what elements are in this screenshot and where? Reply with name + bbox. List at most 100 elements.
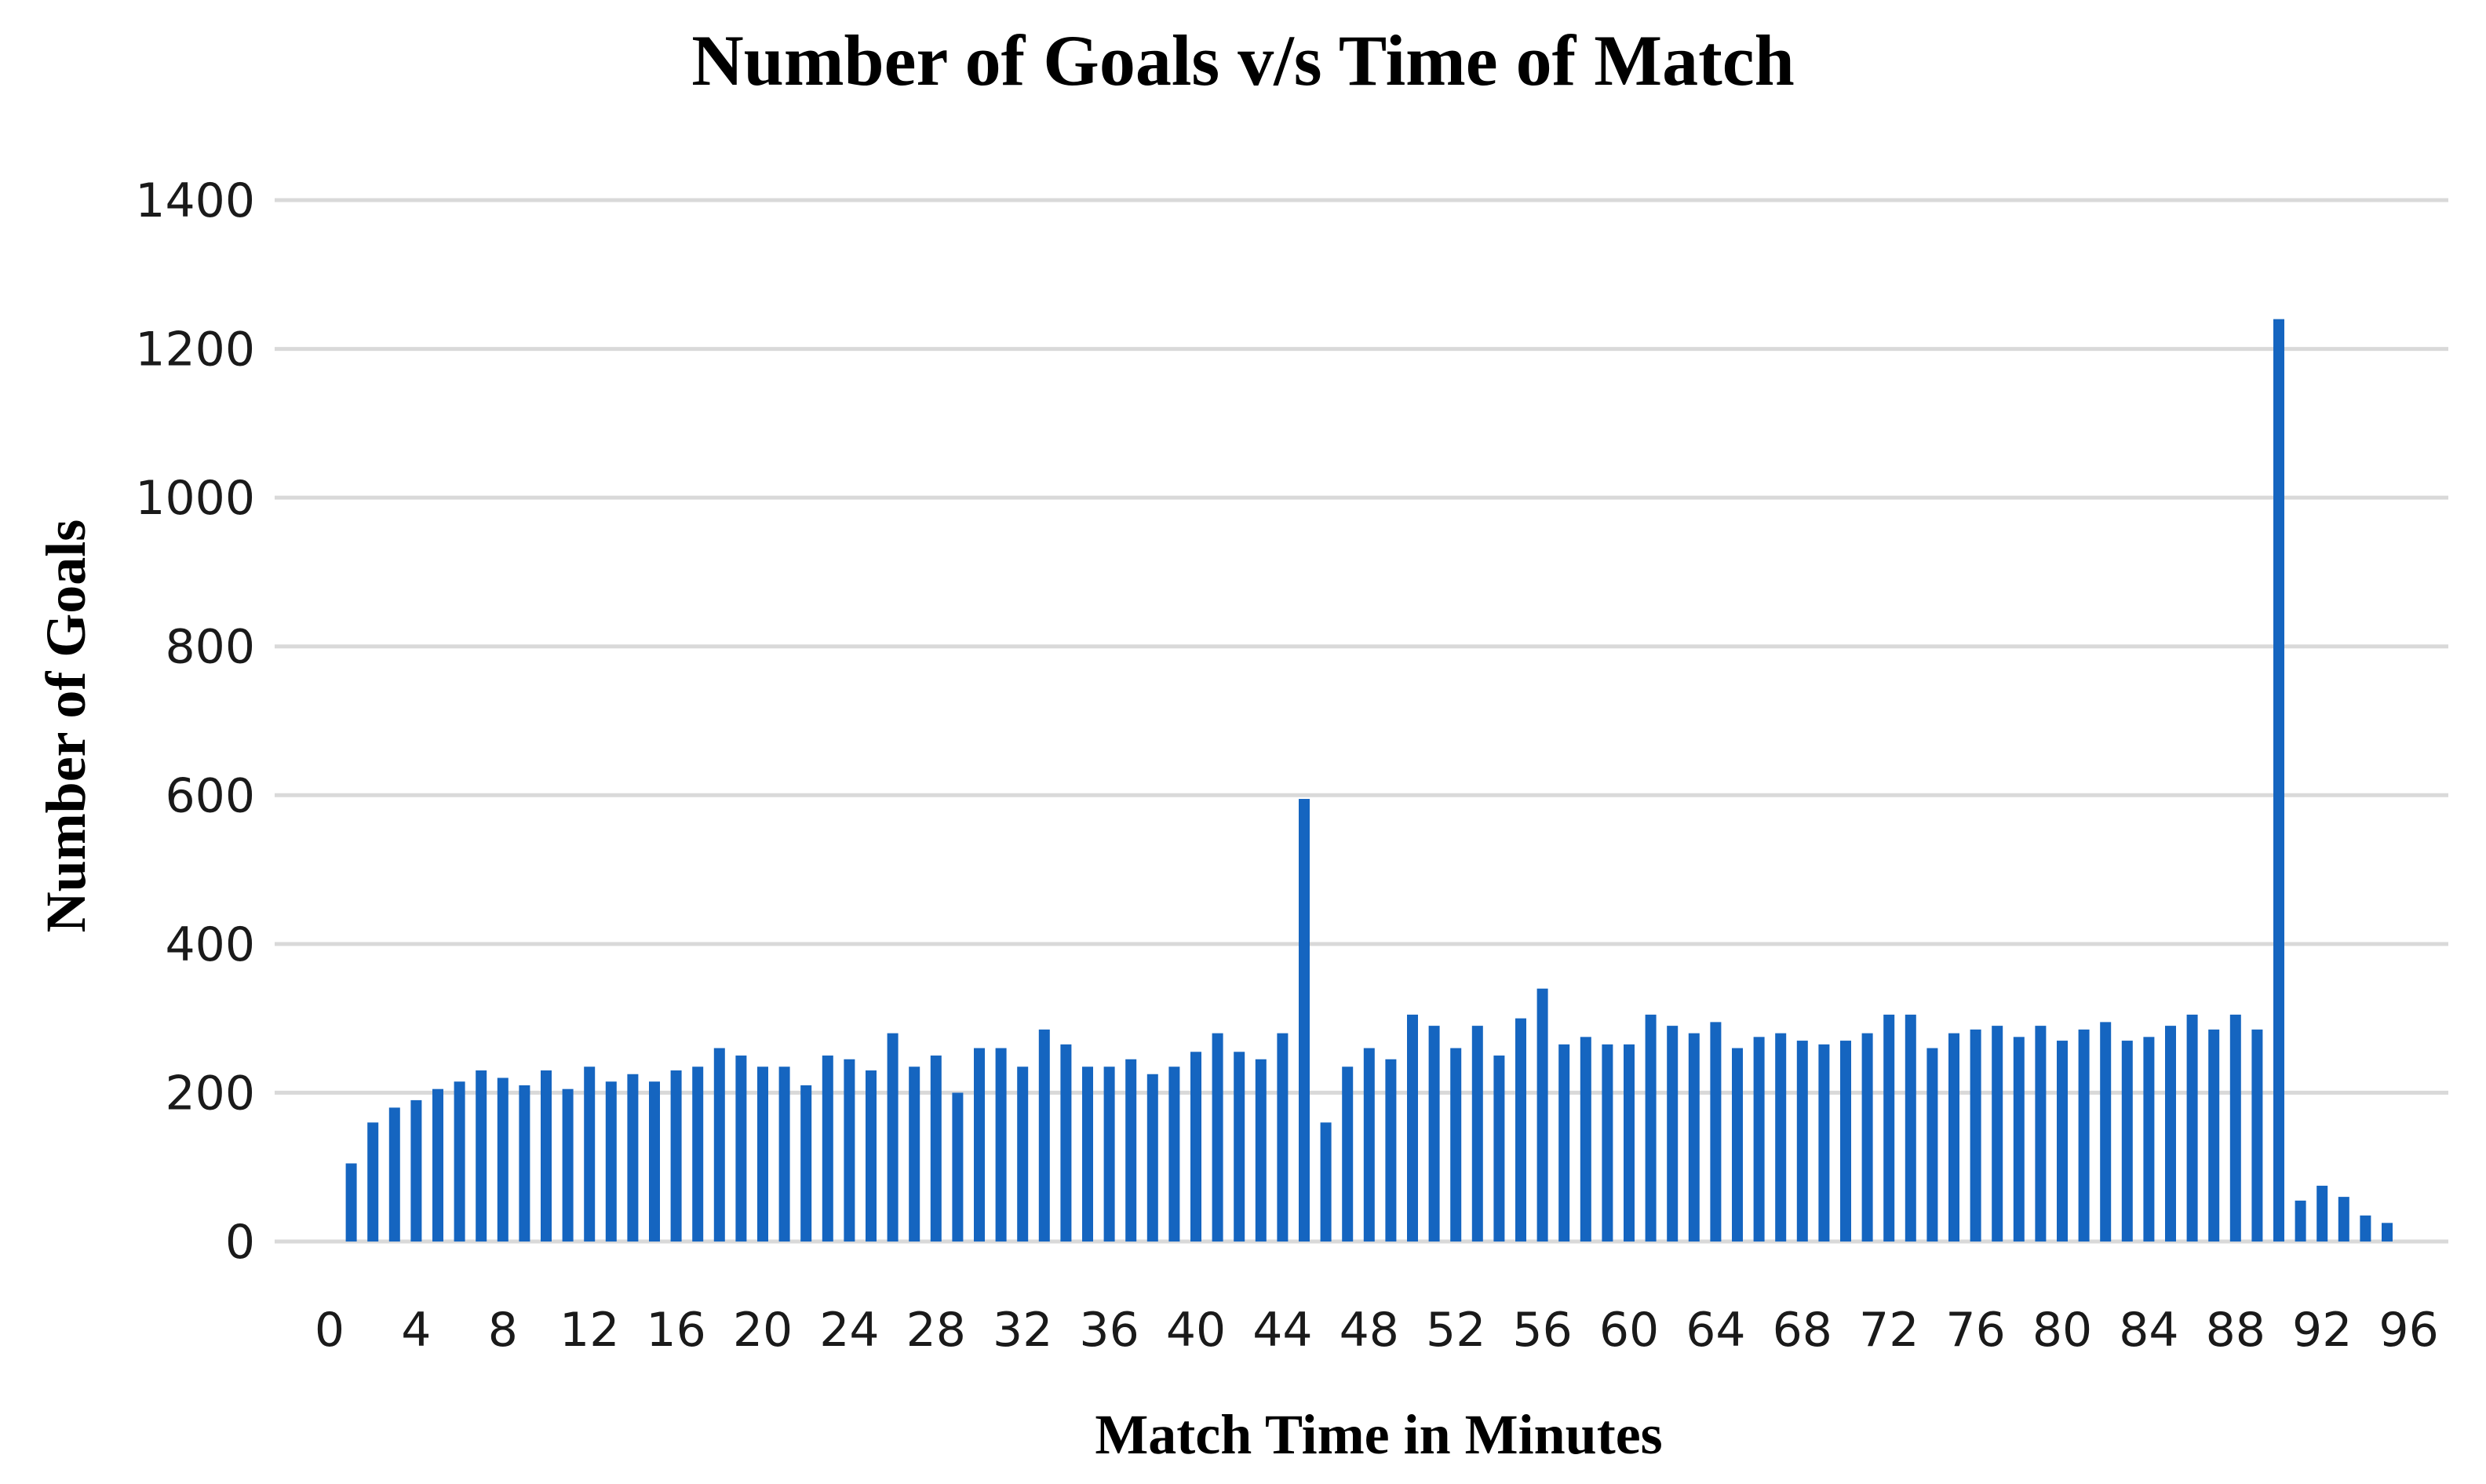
bar-minute-9 <box>519 1085 530 1242</box>
bar-minute-89 <box>2251 1029 2263 1242</box>
bar-minute-3 <box>388 1107 400 1242</box>
bar-minute-74 <box>1926 1048 1938 1242</box>
bar-minute-60 <box>1624 1044 1635 1242</box>
bar-minute-54 <box>1493 1056 1505 1242</box>
bar-minute-5 <box>432 1088 443 1242</box>
bar-minute-44 <box>1277 1033 1289 1242</box>
bar-minute-4 <box>410 1099 422 1242</box>
bar-minute-46 <box>1320 1122 1332 1242</box>
bar-minute-56 <box>1536 988 1548 1242</box>
bar-minute-80 <box>2057 1041 2068 1242</box>
x-tick-label: 88 <box>2206 1303 2265 1358</box>
bar-minute-34 <box>1060 1044 1072 1242</box>
bar-minute-10 <box>541 1070 552 1242</box>
bar-minute-45 <box>1299 799 1310 1242</box>
bar-minute-12 <box>584 1067 596 1242</box>
bar-minute-52 <box>1450 1048 1462 1242</box>
bar-minute-68 <box>1796 1041 1808 1242</box>
bar-minute-19 <box>735 1056 747 1242</box>
bar-minute-73 <box>1905 1014 1916 1242</box>
bar-minute-66 <box>1753 1037 1765 1242</box>
bar-minute-21 <box>778 1067 790 1242</box>
y-axis-label: Number of Goals <box>35 520 97 933</box>
x-tick-label: 60 <box>1599 1303 1659 1358</box>
x-tick-label: 84 <box>2119 1303 2178 1358</box>
bar-minute-61 <box>1645 1014 1657 1242</box>
bar-minute-91 <box>2295 1200 2306 1242</box>
bar-minute-28 <box>930 1056 942 1242</box>
x-tick-label: 56 <box>1512 1303 1572 1358</box>
bar-minute-75 <box>1948 1033 1959 1242</box>
bar-minute-14 <box>627 1074 639 1242</box>
bar-minute-71 <box>1861 1033 1873 1242</box>
bar-minute-27 <box>909 1067 920 1242</box>
x-tick-label: 20 <box>733 1303 793 1358</box>
chart-title: Number of Goals v/s Time of Match <box>691 20 1795 100</box>
y-tick-label: 1000 <box>135 471 255 526</box>
bar-minute-88 <box>2229 1014 2241 1242</box>
bar-minute-2 <box>367 1122 379 1242</box>
bar-minute-33 <box>1038 1029 1050 1242</box>
bar-minute-53 <box>1471 1026 1483 1242</box>
bar-minute-35 <box>1082 1067 1093 1242</box>
bar-minute-63 <box>1688 1033 1700 1242</box>
bar-minute-77 <box>1992 1026 2003 1242</box>
bar-minute-20 <box>757 1067 768 1242</box>
bar-minute-18 <box>713 1048 725 1242</box>
x-tick-label: 0 <box>315 1303 344 1358</box>
y-tick-label: 200 <box>165 1066 255 1121</box>
bar-minute-69 <box>1818 1044 1830 1242</box>
bar-minute-16 <box>670 1070 682 1242</box>
x-tick-label: 8 <box>488 1303 518 1358</box>
x-tick-label: 32 <box>993 1303 1052 1358</box>
bar-minute-90 <box>2273 319 2284 1242</box>
bar-minute-36 <box>1103 1067 1115 1242</box>
y-tick-label: 0 <box>225 1215 255 1270</box>
bar-minute-92 <box>2316 1185 2328 1242</box>
bar-minute-29 <box>952 1092 964 1242</box>
bar-minute-50 <box>1407 1014 1418 1242</box>
bar-minute-17 <box>692 1067 704 1242</box>
bar-minute-78 <box>2013 1037 2025 1242</box>
bar-minute-39 <box>1168 1067 1180 1242</box>
bar-minute-83 <box>2121 1041 2133 1242</box>
bar-minute-79 <box>2035 1026 2047 1242</box>
bar-minute-84 <box>2143 1037 2155 1242</box>
x-tick-label: 40 <box>1166 1303 1226 1358</box>
x-tick-label: 96 <box>2378 1303 2438 1358</box>
bar-minute-62 <box>1667 1026 1679 1242</box>
x-axis-ticks: 0 4 8 12 16 20 24 28 32 36 40 44 48 52 56 60 64 68 72 76 80 8… <box>315 1303 2439 1358</box>
bar-minute-94 <box>2360 1215 2371 1242</box>
bar-minute-93 <box>2338 1197 2349 1242</box>
x-tick-label: 44 <box>1252 1303 1312 1358</box>
bar-minute-38 <box>1146 1074 1158 1242</box>
x-tick-label: 68 <box>1773 1303 1832 1358</box>
bar-minute-82 <box>2100 1022 2112 1242</box>
bar-minute-30 <box>974 1048 985 1242</box>
bar-minute-42 <box>1234 1052 1245 1242</box>
bar-minute-70 <box>1840 1041 1851 1242</box>
bars <box>345 319 2393 1242</box>
bar-minute-25 <box>866 1070 877 1242</box>
y-tick-label: 1200 <box>135 323 255 377</box>
bar-minute-59 <box>1602 1044 1613 1242</box>
y-tick-label: 1400 <box>135 173 255 228</box>
bar-minute-22 <box>800 1085 812 1242</box>
x-tick-label: 28 <box>906 1303 966 1358</box>
x-axis-label: Match Time in Minutes <box>1095 1403 1662 1466</box>
bar-minute-55 <box>1515 1018 1526 1242</box>
bar-minute-7 <box>476 1070 487 1242</box>
x-tick-label: 76 <box>1945 1303 2005 1358</box>
bar-minute-1 <box>345 1163 357 1242</box>
x-tick-label: 16 <box>646 1303 705 1358</box>
bar-minute-47 <box>1342 1067 1354 1242</box>
bar-minute-67 <box>1775 1033 1787 1242</box>
bar-minute-48 <box>1363 1048 1375 1242</box>
y-tick-label: 400 <box>165 917 255 972</box>
x-tick-label: 12 <box>560 1303 619 1358</box>
bar-minute-72 <box>1883 1014 1895 1242</box>
bar-minute-87 <box>2208 1029 2220 1242</box>
x-tick-label: 92 <box>2292 1303 2352 1358</box>
x-tick-label: 36 <box>1079 1303 1139 1358</box>
